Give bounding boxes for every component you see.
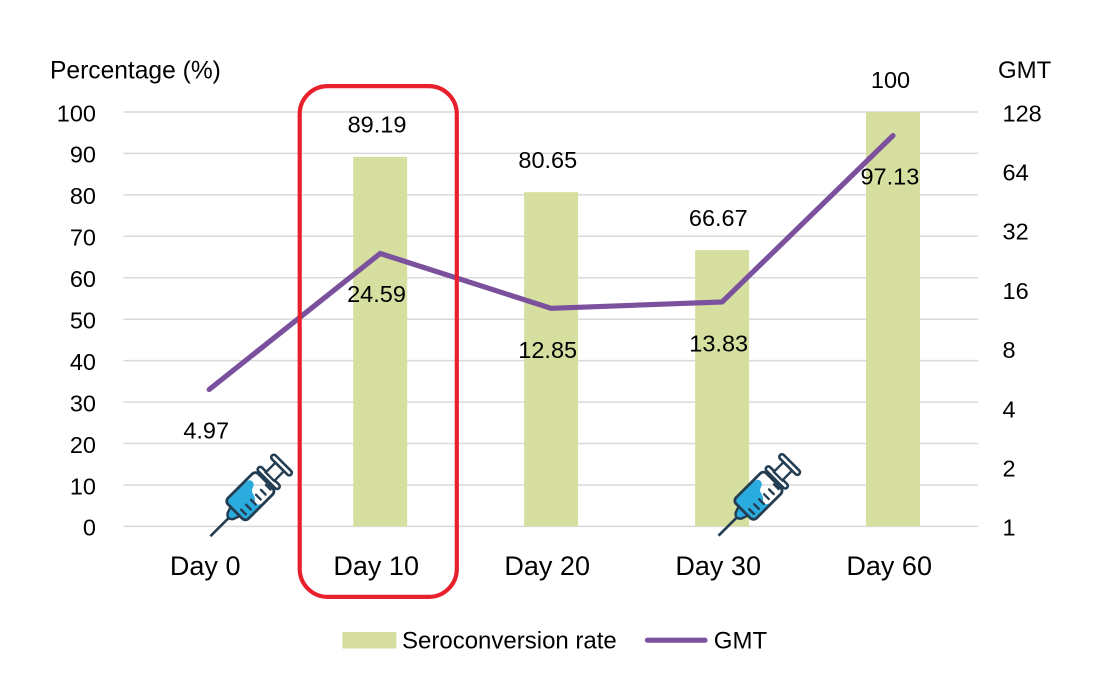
- svg-text:30: 30: [70, 390, 96, 416]
- svg-text:0: 0: [83, 515, 96, 541]
- svg-text:Day 60: Day 60: [846, 551, 932, 581]
- svg-text:12.85: 12.85: [518, 337, 577, 363]
- svg-text:GMT: GMT: [998, 57, 1052, 84]
- svg-text:GMT: GMT: [714, 627, 768, 654]
- svg-text:Day 0: Day 0: [170, 551, 241, 581]
- svg-text:Day 20: Day 20: [504, 551, 590, 581]
- svg-text:Day 10: Day 10: [333, 551, 419, 581]
- svg-text:100: 100: [871, 67, 910, 93]
- svg-text:Day 30: Day 30: [675, 551, 761, 581]
- svg-text:90: 90: [70, 142, 96, 168]
- svg-text:16: 16: [1003, 278, 1029, 304]
- svg-text:4.97: 4.97: [183, 418, 229, 444]
- svg-text:24.59: 24.59: [347, 281, 406, 307]
- svg-text:97.13: 97.13: [860, 164, 919, 190]
- svg-text:66.67: 66.67: [689, 205, 748, 231]
- svg-text:70: 70: [70, 225, 96, 251]
- svg-text:4: 4: [1003, 396, 1016, 422]
- svg-text:80: 80: [70, 183, 96, 209]
- svg-text:89.19: 89.19: [348, 112, 407, 138]
- svg-text:60: 60: [70, 266, 96, 292]
- svg-text:128: 128: [1003, 100, 1042, 126]
- svg-text:80.65: 80.65: [518, 147, 577, 173]
- svg-text:50: 50: [70, 308, 96, 334]
- svg-text:32: 32: [1003, 219, 1029, 245]
- svg-text:2: 2: [1003, 456, 1016, 482]
- svg-text:1: 1: [1003, 515, 1016, 541]
- svg-text:8: 8: [1003, 337, 1016, 363]
- svg-text:10: 10: [70, 473, 96, 499]
- svg-text:40: 40: [70, 349, 96, 375]
- svg-text:Seroconversion rate: Seroconversion rate: [402, 627, 617, 654]
- svg-text:13.83: 13.83: [689, 331, 748, 357]
- svg-text:20: 20: [70, 432, 96, 458]
- svg-text:100: 100: [57, 100, 96, 126]
- svg-text:Percentage (%): Percentage (%): [50, 57, 221, 84]
- svg-text:64: 64: [1003, 160, 1029, 186]
